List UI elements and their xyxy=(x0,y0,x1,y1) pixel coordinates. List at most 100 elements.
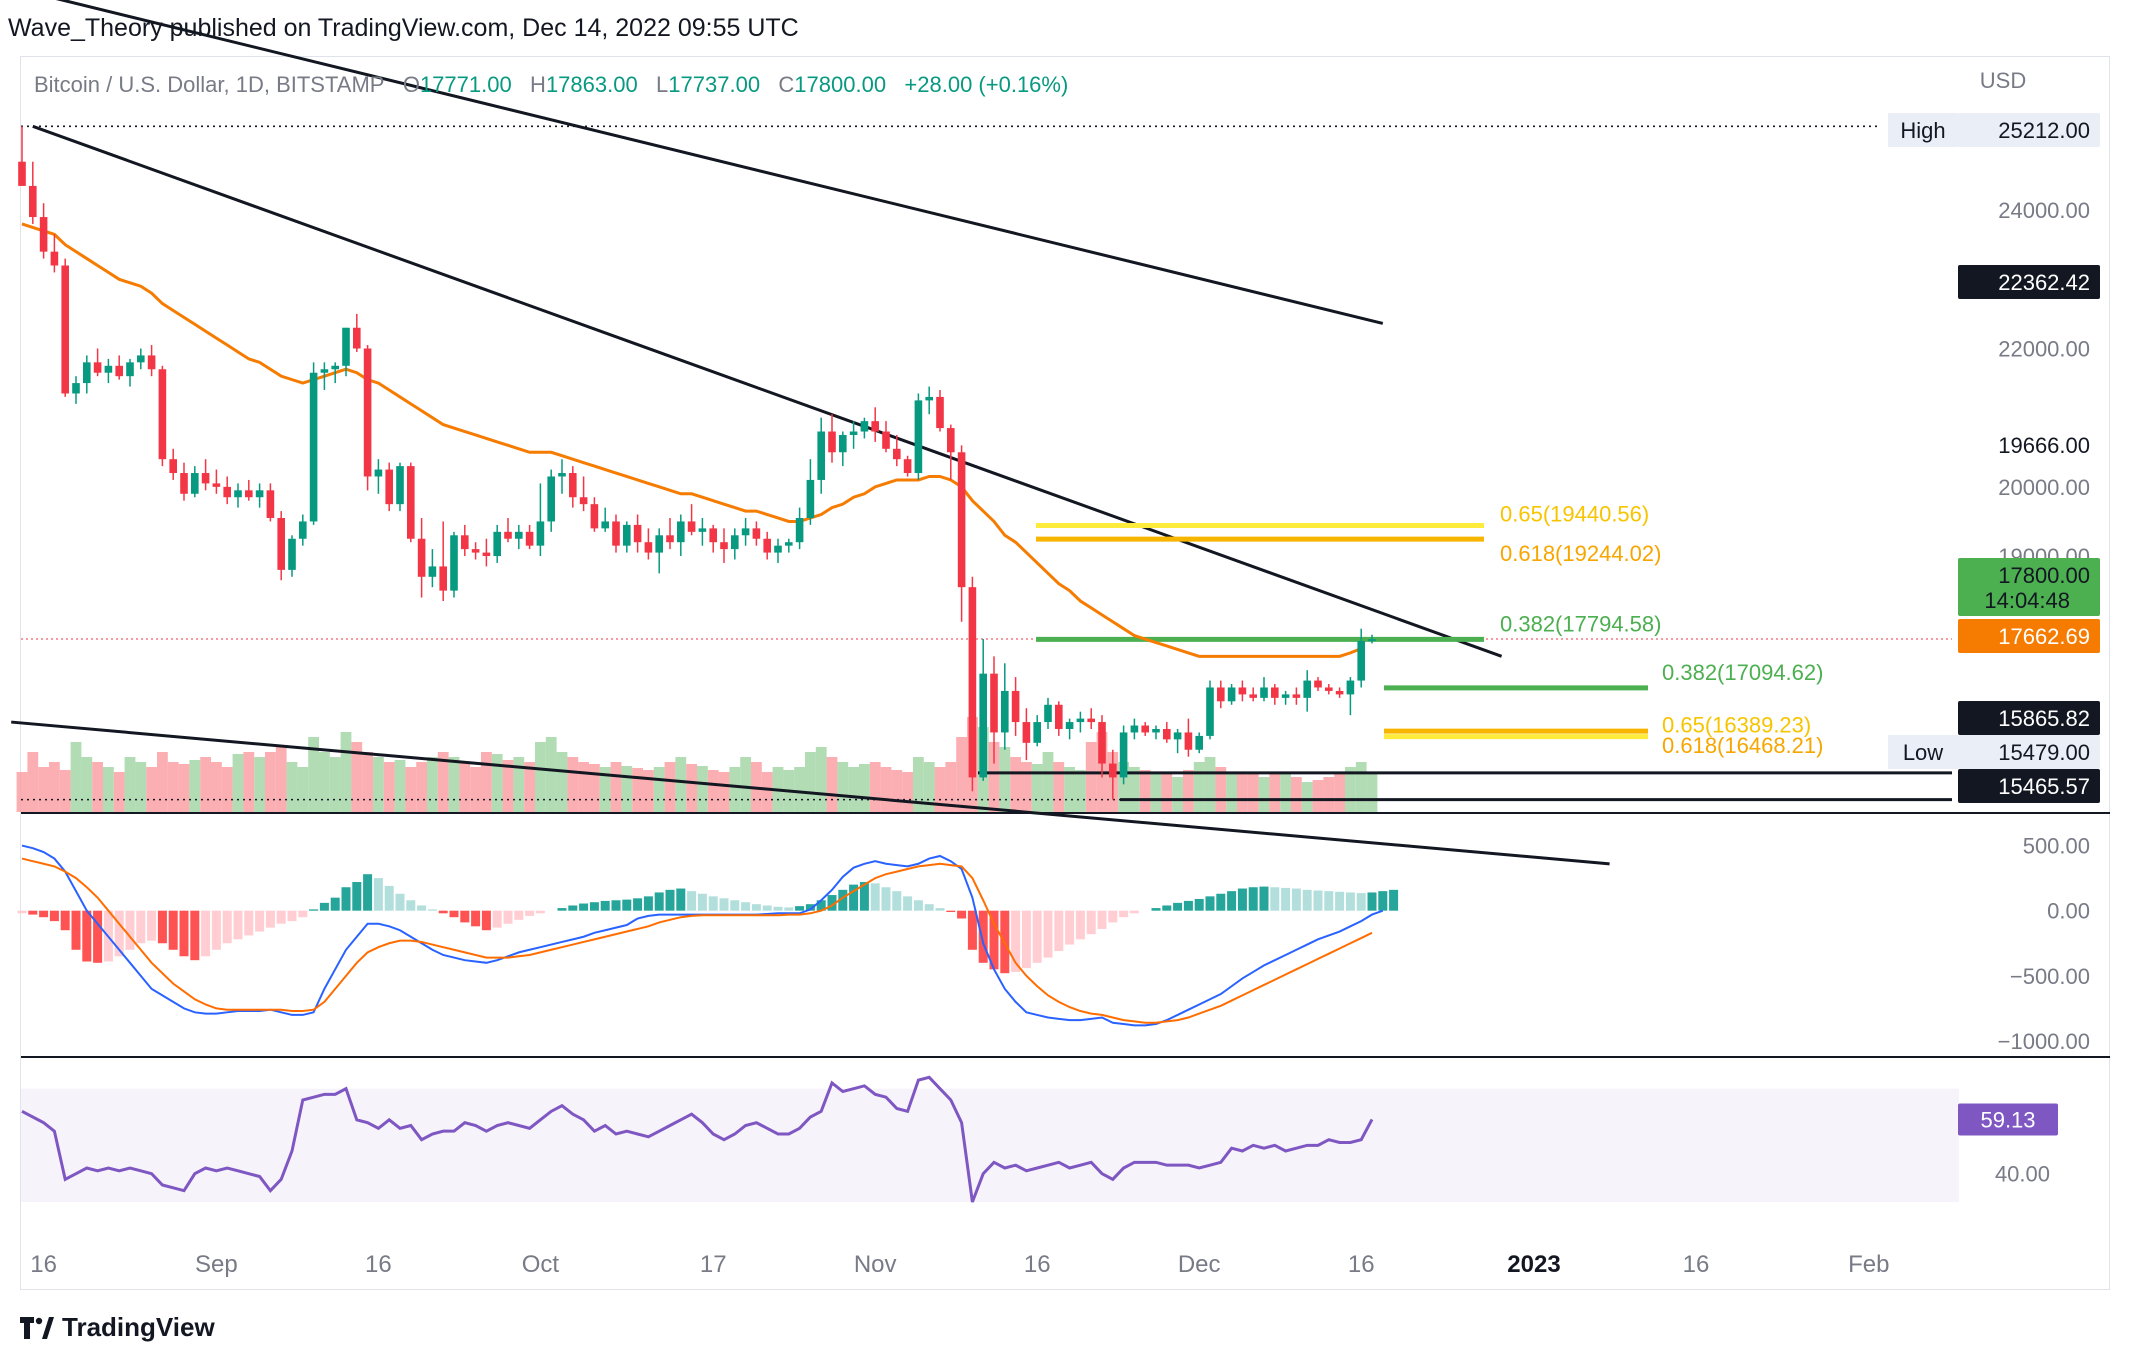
candle-body xyxy=(169,459,177,474)
volume-bar xyxy=(1075,770,1086,812)
trendline-channel-top xyxy=(32,124,1503,658)
volume-bar xyxy=(859,764,870,812)
volume-bar xyxy=(1269,774,1281,812)
macd-histogram-bar xyxy=(805,904,815,911)
rsi-axis-tick: 40.00 xyxy=(1995,1162,2050,1187)
macd-histogram-bar xyxy=(287,910,297,922)
chart-frame[interactable] xyxy=(20,56,2110,1290)
macd-histogram-bar xyxy=(276,910,286,924)
macd-histogram-bar xyxy=(82,910,92,962)
candle-body xyxy=(407,466,415,539)
macd-histogram-bar xyxy=(1173,902,1183,911)
volume-bar xyxy=(815,747,827,812)
macd-histogram-bar xyxy=(28,910,38,915)
macd-histogram-bar xyxy=(1302,889,1312,911)
fib-label: 0.65(19440.56) xyxy=(1500,502,1649,527)
tradingview-logo-icon xyxy=(20,1316,54,1339)
macd-histogram-bar xyxy=(535,910,545,914)
rsi-band xyxy=(21,1088,1959,1202)
macd-histogram-bar xyxy=(589,902,599,911)
candle-body xyxy=(558,473,566,477)
volume-bar xyxy=(1053,762,1065,812)
volume-bar xyxy=(1301,782,1313,812)
volume-bar xyxy=(27,752,39,812)
candle-body xyxy=(752,528,761,539)
macd-histogram-bar xyxy=(503,910,513,924)
macd-histogram-bar xyxy=(1367,892,1377,911)
candle-body xyxy=(255,490,264,498)
candle-body xyxy=(677,521,685,543)
candle-body xyxy=(180,473,188,494)
open-label: O xyxy=(402,72,420,97)
macd-histogram-bar xyxy=(795,906,805,911)
candle-body xyxy=(1195,735,1203,750)
candle-body xyxy=(828,431,836,453)
volume-bar xyxy=(999,747,1011,812)
candle-body xyxy=(1271,687,1279,698)
ema-layer xyxy=(21,222,1362,658)
candle-body xyxy=(61,265,69,394)
volume-bar xyxy=(383,762,395,812)
candle-body xyxy=(309,372,318,522)
volume-bar xyxy=(513,757,525,812)
candle-body xyxy=(385,469,393,505)
macd-histogram-bar xyxy=(514,910,524,920)
candle-body xyxy=(698,528,707,532)
candle-body xyxy=(363,348,372,477)
volume-bar xyxy=(794,767,805,812)
volume-bar xyxy=(1226,772,1237,812)
macd-histogram-bar xyxy=(1378,891,1388,911)
volume-bar xyxy=(254,757,265,812)
volume-bar xyxy=(49,762,60,812)
macd-histogram-bar xyxy=(1194,898,1204,911)
volume-bar xyxy=(189,760,201,812)
macd-histogram-bar xyxy=(816,900,826,911)
footer-brand[interactable]: TradingView xyxy=(20,1312,215,1343)
macd-histogram-bar xyxy=(1086,910,1096,935)
macd-histogram-bar xyxy=(1291,888,1301,911)
macd-histogram-bar xyxy=(827,895,837,911)
macd-histogram-bar xyxy=(1216,893,1226,911)
candle-body xyxy=(569,473,577,498)
volume-bar xyxy=(297,767,309,812)
ohlc-legend: Bitcoin / U.S. Dollar, 1D, BITSTAMP O177… xyxy=(34,72,1068,98)
candle-body xyxy=(1055,704,1063,729)
macd-histogram-bar xyxy=(579,903,589,911)
candle-body xyxy=(288,538,296,570)
candle-body xyxy=(83,362,91,384)
candle-body xyxy=(72,383,80,394)
fib-label: 0.65(16389.23) xyxy=(1662,713,1811,738)
price-tag-value: 17662.69 xyxy=(1998,624,2090,649)
price-tag-value: 15479.00 xyxy=(1998,740,2090,765)
price-tag-value: 22362.42 xyxy=(1998,270,2090,295)
candle-body xyxy=(191,473,199,494)
macd-histogram-bar xyxy=(190,910,200,961)
volume-bar xyxy=(643,770,654,812)
volume-bar xyxy=(1345,767,1356,812)
macd-histogram-bar xyxy=(1259,886,1269,911)
price-tag-value: 25212.00 xyxy=(1998,118,2090,143)
candle-body xyxy=(126,362,134,377)
volume-bar xyxy=(1129,767,1140,812)
price-axis-tick: 24000.00 xyxy=(1998,198,2090,223)
candle-body xyxy=(990,673,998,733)
macd-histogram-bar xyxy=(201,910,211,957)
macd-histogram-bar xyxy=(136,910,146,944)
candle-body xyxy=(428,566,437,577)
macd-histogram-bar xyxy=(600,900,610,911)
macd-histogram-bar xyxy=(903,896,913,911)
macd-layer xyxy=(17,844,1399,1027)
volume-bar xyxy=(988,742,1000,812)
volume-bar xyxy=(1150,772,1162,812)
volume-bar xyxy=(589,764,600,812)
macd-histogram-bar xyxy=(460,910,470,923)
price-tag-value: 15865.82 xyxy=(1998,706,2090,731)
macd-histogram-bar xyxy=(1356,893,1366,911)
volume-bar xyxy=(221,767,233,812)
candle-body xyxy=(957,452,966,588)
time-axis-tick: Dec xyxy=(1178,1251,1221,1278)
macd-histogram-bar xyxy=(244,910,254,936)
candle-body xyxy=(299,521,307,539)
volume-bar xyxy=(1204,757,1216,812)
